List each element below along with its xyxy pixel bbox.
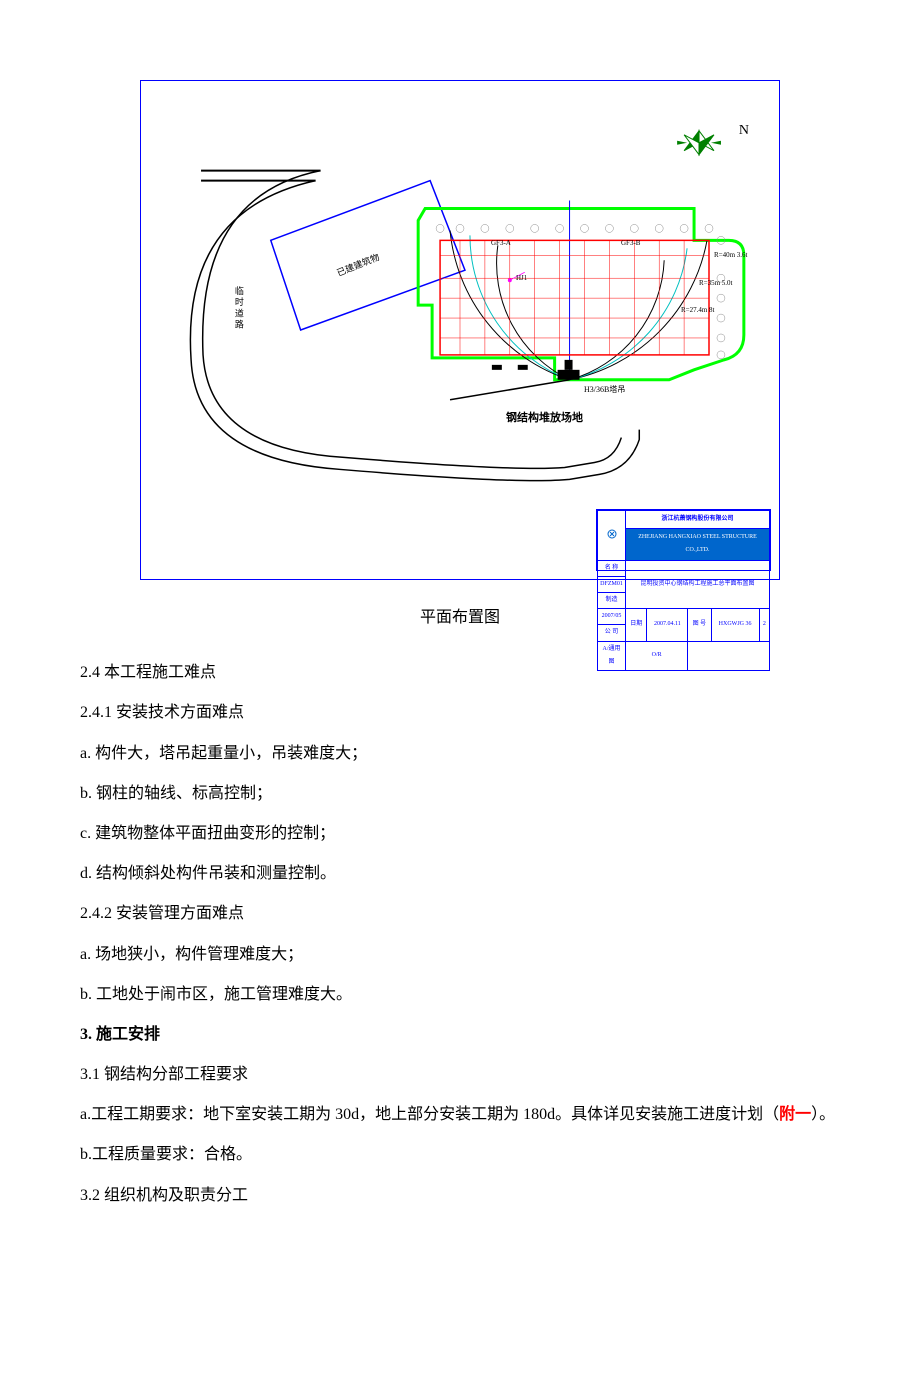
hj-label: HJ1 xyxy=(516,271,527,286)
item-31a-pre: a.工程工期要求：地下室安装工期为 30d，地上部分安装工期为 180d。具体详… xyxy=(80,1106,779,1123)
tb-code4: A/通用图 xyxy=(598,641,626,670)
site-plan-svg xyxy=(141,81,779,579)
grid-a-label: GF3-A xyxy=(491,236,511,251)
heading-3: 3. 施工安排 xyxy=(80,1017,840,1052)
item-241b: b. 钢柱的轴线、标高控制； xyxy=(80,776,840,811)
heading-241: 2.4.1 安装技术方面难点 xyxy=(80,695,840,730)
tb-page: 2 xyxy=(759,609,769,641)
item-31a-post: ）。 xyxy=(811,1106,835,1123)
heading-32: 3.2 组织机构及职责分工 xyxy=(80,1178,840,1213)
company-name: 浙江杭萧钢构股份有限公司 xyxy=(626,511,770,529)
tb-date: 2007.04.11 xyxy=(647,609,688,641)
item-241d: d. 结构倾斜处构件吊装和测量控制。 xyxy=(80,856,840,891)
heading-31: 3.1 钢结构分部工程要求 xyxy=(80,1057,840,1092)
item-241a: a. 构件大，塔吊起重量小，吊装难度大； xyxy=(80,736,840,771)
heading-242: 2.4.2 安装管理方面难点 xyxy=(80,896,840,931)
tb-rev-val: O/R xyxy=(626,641,688,670)
tb-rev-label: 日期 xyxy=(626,609,647,641)
item-31a: a.工程工期要求：地下室安装工期为 30d，地上部分安装工期为 180d。具体详… xyxy=(80,1097,840,1132)
item-31b: b.工程质量要求：合格。 xyxy=(80,1137,840,1172)
radius-label-2: R=35m 5.0t xyxy=(699,276,733,291)
road-label: 临 时 道 路 xyxy=(233,286,243,329)
company-en: ZHEJIANG HANGXIAO STEEL STRUCTURE CO.,LT… xyxy=(626,529,770,560)
tb-code3: 2007/05 xyxy=(598,609,626,625)
site-plan-figure: N 临 时 道 路 已建建筑物 钢结构堆放场地 H3/36B塔吊 HJ1 GF3… xyxy=(140,80,780,580)
compass-n-label: N xyxy=(739,116,749,147)
drawing-titlebox: 浙江杭萧钢构股份有限公司 ZHEJIANG HANGXIAO STEEL STR… xyxy=(596,509,771,571)
tb-code1: DFZM01 xyxy=(598,576,626,592)
tb-code2: 制造 xyxy=(598,592,626,608)
tb-project-label: 名 称 xyxy=(598,560,626,576)
grid-b-label: GF3-B xyxy=(621,236,640,251)
tb-sheet-label: 图 号 xyxy=(688,609,711,641)
crane-label: H3/36B塔吊 xyxy=(584,381,625,399)
radius-label-1: R=40m 3.6t xyxy=(714,248,748,263)
yard-label: 钢结构堆放场地 xyxy=(506,406,583,430)
item-242a: a. 场地狭小，构件管理难度大； xyxy=(80,937,840,972)
attachment-1-ref: 附一 xyxy=(779,1106,811,1123)
drawing-title: 昆明投资中心钢结构工程施工总平面布置图 xyxy=(626,560,770,609)
item-242b: b. 工地处于闹市区，施工管理难度大。 xyxy=(80,977,840,1012)
item-241c: c. 建筑物整体平面扭曲变形的控制； xyxy=(80,816,840,851)
radius-label-3: R=27.4m 8t xyxy=(681,303,715,318)
tb-label2: 公 司 xyxy=(598,625,626,641)
tb-sheet-val: HXGWJG 36 xyxy=(711,609,759,641)
